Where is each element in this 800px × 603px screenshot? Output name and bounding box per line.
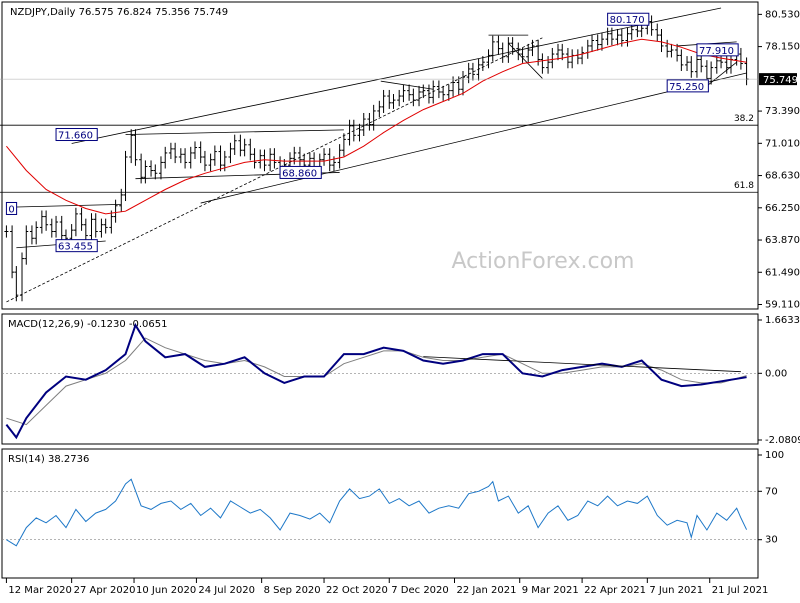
price-panel-header: NZDJPY,Daily 76.575 76.824 75.356 75.749 xyxy=(10,7,228,18)
header-timeframe: Daily xyxy=(50,7,75,18)
range-top-line xyxy=(125,129,344,135)
x-tick-label: 24 Jul 2020 xyxy=(198,585,255,596)
price-annotation-box xyxy=(279,165,322,179)
flag-line xyxy=(380,80,434,90)
price-y-tick-label: 66.250 xyxy=(765,203,800,214)
x-tick-label: 10 Jun 2020 xyxy=(136,585,196,596)
rsi-line xyxy=(6,478,748,547)
price-annotation-box xyxy=(55,239,98,253)
upper-channel-line xyxy=(71,7,722,144)
rsi-y-tick-label: 70 xyxy=(765,486,778,497)
lower-channel-line xyxy=(200,72,747,204)
price-y-tick-label: 73.390 xyxy=(765,106,800,117)
x-axis: 12 Mar 2020 27 Apr 2020 10 Jun 2020 24 Jul … xyxy=(5,578,769,596)
header-open: 76.575 xyxy=(79,7,114,18)
x-tick-label: 27 Apr 2020 xyxy=(74,585,136,596)
price-annotation-box xyxy=(666,79,709,93)
fib-level-label: 38.2 xyxy=(734,114,754,124)
price-annotation-box xyxy=(55,128,98,142)
price-annotations: 80.170 77.910 75.250 71.660 68.860 63.455 0 xyxy=(5,12,739,253)
price-y-axis: 80.530 78.150 73.390 71.010 68.630 66.250 63.8… xyxy=(0,9,800,311)
header-high: 76.824 xyxy=(117,7,152,18)
rsi-y-tick-label: 30 xyxy=(765,535,778,546)
price-annotation-label: 80.170 xyxy=(610,15,645,26)
moving-average-group xyxy=(6,38,747,215)
price-annotation-label: 77.910 xyxy=(699,46,734,57)
macd-y-tick-label: 1.6633 xyxy=(765,315,800,326)
price-panel-frame xyxy=(1,1,759,310)
macd-signal-line xyxy=(6,337,747,426)
macd-y-tick-label: 0.00 xyxy=(765,368,787,379)
price-y-tick-label: 61.490 xyxy=(765,267,800,278)
macd-main-line xyxy=(5,322,747,440)
rsi-y-tick-label: 100 xyxy=(765,450,784,461)
price-y-tick-label: 68.630 xyxy=(765,171,800,182)
x-tick-label: 21 Jul 2021 xyxy=(712,585,769,596)
price-annotation-box xyxy=(607,12,650,26)
price-annotation-box xyxy=(696,43,739,57)
macd-group: 1.6633 0.00 -2.0809 xyxy=(2,315,800,446)
price-y-tick-label: 80.530 xyxy=(765,9,800,20)
x-tick-label: 22 Oct 2020 xyxy=(326,585,388,596)
price-y-tick-label: 71.010 xyxy=(765,138,800,149)
x-tick-label: 9 Mar 2021 xyxy=(522,585,579,596)
price-annotation-label: 0 xyxy=(8,204,14,215)
price-annotation-label: 75.250 xyxy=(669,82,704,93)
rsi-panel-header: RSI(14) 38.2736 xyxy=(8,454,89,465)
price-bars xyxy=(4,15,749,302)
fib-level-label: 61.8 xyxy=(734,181,754,191)
x-tick-label: 12 Mar 2020 xyxy=(8,585,71,596)
price-annotation-box xyxy=(5,201,18,215)
header-close: 75.749 xyxy=(193,7,228,18)
x-tick-label: 7 Jun 2021 xyxy=(649,585,703,596)
current-price-label: 75.749 xyxy=(763,75,798,86)
macd-trend-line xyxy=(423,356,741,373)
wedge-bottom-line xyxy=(706,61,737,87)
macd-y-tick-label: -2.0809 xyxy=(765,435,800,446)
price-y-tick-label: 63.870 xyxy=(765,235,800,246)
macd-panel-frame xyxy=(1,313,759,445)
watermark-text: ActionForex.com xyxy=(452,249,635,274)
price-annotation-label: 71.660 xyxy=(58,131,93,142)
macd-panel-header: MACD(12,26,9) -0.1230 -0.0651 xyxy=(8,319,168,330)
trend-lines xyxy=(6,7,747,303)
moving-average-line xyxy=(6,38,747,215)
header-symbol: NZDJPY xyxy=(10,7,48,18)
price-annotation-label: 63.455 xyxy=(58,242,93,253)
price-y-tick-label: 78.150 xyxy=(765,42,800,53)
price-levels: 38.2 61.8 xyxy=(0,114,758,193)
x-tick-label: 22 Jan 2021 xyxy=(456,585,516,596)
price-annotation-label: 68.860 xyxy=(282,168,317,179)
rsi-panel-frame xyxy=(1,448,759,579)
x-tick-label: 22 Apr 2021 xyxy=(584,585,646,596)
x-tick-label: 7 Dec 2020 xyxy=(391,585,449,596)
price-y-tick-label: 59.110 xyxy=(765,300,800,311)
box-top-line xyxy=(12,204,122,208)
current-price-tag xyxy=(759,73,797,86)
rsi-group: 100 70 30 xyxy=(2,450,784,547)
x-tick-label: 8 Sep 2020 xyxy=(264,585,321,596)
header-low: 75.356 xyxy=(155,7,190,18)
